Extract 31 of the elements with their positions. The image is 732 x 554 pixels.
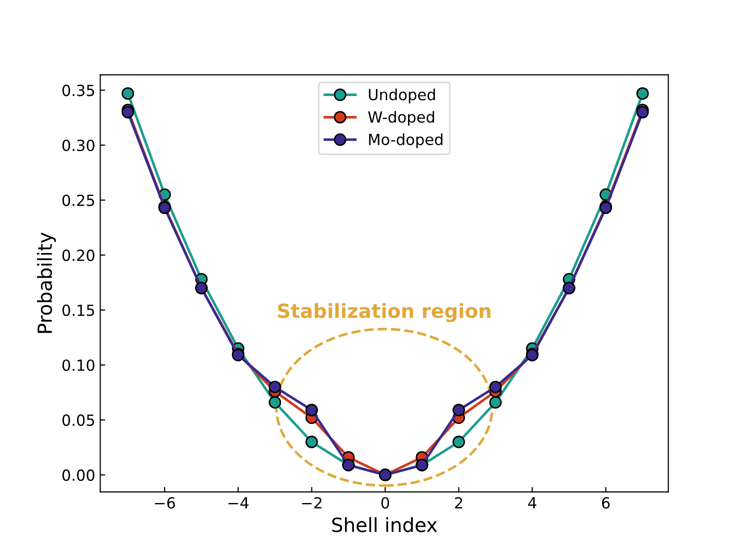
x-tick-label: 0: [381, 497, 390, 509]
point: [636, 87, 649, 100]
point: [268, 396, 282, 409]
y-tick-label: 0.15: [62, 304, 94, 316]
y-tick-label: 0.20: [62, 250, 94, 262]
point: [305, 436, 318, 448]
point: [268, 380, 282, 394]
x-axis-title: Shell index: [332, 517, 438, 532]
y-tick-label: 0.25: [62, 194, 94, 206]
point: [452, 436, 465, 448]
point: [489, 396, 502, 409]
x-tick-label: −6: [154, 497, 175, 509]
x-tick-label: −4: [228, 497, 249, 508]
x-tick-label: −2: [302, 497, 322, 508]
point: [122, 87, 134, 100]
x-tick-label: 2: [455, 497, 462, 508]
point: [489, 380, 502, 394]
y-axis-title: Probability: [37, 232, 56, 333]
legend-label: W-doped: [368, 110, 434, 126]
legend-label: Mo-doped: [369, 133, 442, 148]
point: [452, 404, 465, 416]
annotation: Stabilization region: [278, 303, 490, 322]
point: [305, 404, 318, 416]
y-tick-label: 0.30: [62, 140, 94, 152]
y-tick-label: 0.10: [62, 359, 94, 372]
x-tick-label: 6: [602, 497, 610, 509]
y-tick-label: 0.05: [62, 414, 94, 426]
legend-label: Undoped: [368, 88, 435, 104]
y-tick-label: 0.00: [62, 469, 94, 481]
y-tick-label: 0.35: [62, 84, 94, 96]
x-tick-label: 4: [528, 497, 536, 508]
